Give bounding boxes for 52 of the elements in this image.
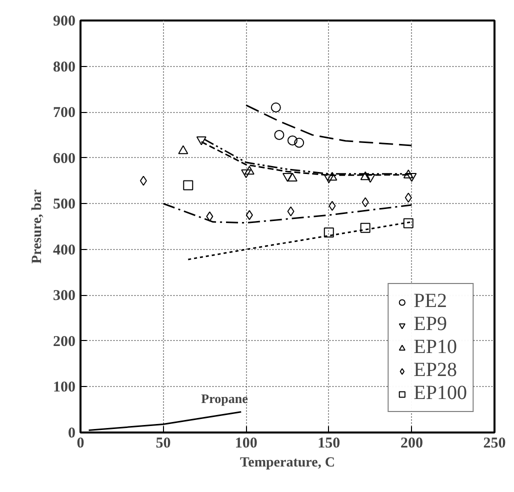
- point: [360, 222, 370, 233]
- point: [178, 145, 188, 154]
- y-tick-label: 600: [53, 150, 76, 167]
- y-tick-label: 900: [53, 14, 76, 30]
- x-tick-label: 100: [234, 436, 258, 452]
- point: [274, 130, 284, 140]
- point: [403, 170, 414, 178]
- legend-label: EP28: [414, 359, 457, 382]
- legend-label: PE2: [414, 290, 447, 313]
- y-tick-label: 300: [53, 288, 76, 304]
- y-tick-label: 200: [53, 334, 76, 350]
- x-tick-label: 150: [318, 436, 340, 452]
- legend-label: EP100: [414, 382, 467, 405]
- y-tick-label: 0: [68, 426, 76, 442]
- point: [360, 171, 370, 180]
- line-series: [245, 104, 412, 146]
- point: [246, 210, 253, 220]
- point: [287, 135, 298, 146]
- point: [270, 102, 281, 112]
- annotation: Propane: [201, 390, 248, 406]
- point: [196, 136, 206, 146]
- point: [282, 173, 292, 182]
- y-tick-label: 100: [53, 380, 76, 396]
- point: [403, 218, 414, 228]
- legend-label: EP9: [414, 313, 447, 336]
- y-tick-label: 800: [53, 59, 76, 76]
- point: [406, 173, 417, 182]
- point: [287, 206, 294, 216]
- point: [140, 176, 147, 186]
- point: [324, 227, 334, 238]
- point: [404, 192, 412, 203]
- point: [206, 211, 214, 222]
- y-axis-title: Presure, bar: [30, 189, 45, 264]
- x-tick-label: 250: [483, 436, 506, 452]
- x-tick-label: 50: [156, 436, 171, 452]
- point: [324, 174, 334, 184]
- point: [183, 180, 194, 190]
- y-tick-label: 700: [53, 105, 76, 122]
- point: [294, 138, 304, 148]
- x-tick-label: 200: [400, 436, 423, 452]
- y-tick-label: 400: [53, 242, 76, 258]
- point: [328, 200, 336, 211]
- point: [287, 172, 298, 182]
- point: [244, 166, 254, 175]
- line-series: [162, 202, 412, 224]
- y-tick-label: 500: [53, 196, 76, 213]
- point: [327, 172, 338, 181]
- point: [362, 197, 369, 208]
- x-axis-title: Temperature, C: [240, 456, 335, 470]
- point: [241, 169, 252, 178]
- legend-label: EP10: [414, 336, 457, 359]
- point: [365, 174, 376, 183]
